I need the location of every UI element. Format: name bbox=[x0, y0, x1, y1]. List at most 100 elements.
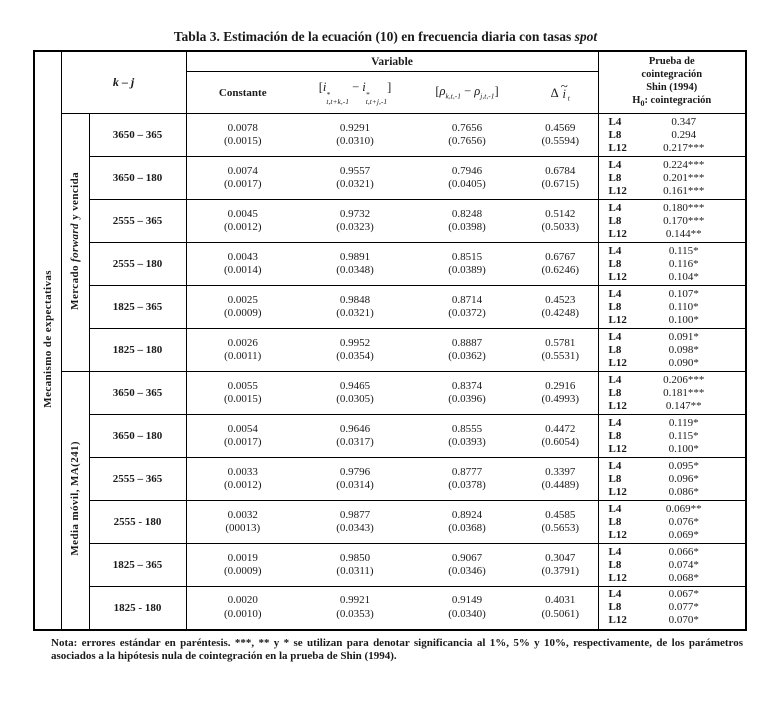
kj-cell: 3650 – 365 bbox=[88, 371, 187, 415]
shin-line: L4 0.107* bbox=[599, 288, 746, 301]
table-row: 1825 – 365 0.0025 (0.0009) 0.9848 (0.0321) 0.… bbox=[34, 285, 747, 329]
shin-statistic: 0.067* bbox=[668, 588, 699, 601]
shin-statistic: 0.347 bbox=[671, 115, 697, 128]
delta-i-value: 0.4472 (0.6054) bbox=[523, 414, 599, 458]
shin-line: L8 0.074* bbox=[599, 559, 746, 572]
constante-value: 0.0045 (0.0012) bbox=[185, 199, 299, 243]
i-diff-value: 0.9952 (0.0354) bbox=[299, 328, 411, 372]
kj-cell: 2555 – 365 bbox=[88, 199, 187, 243]
shin-line: L8 0.201*** bbox=[599, 172, 746, 185]
shin-statistic: 0.066* bbox=[668, 545, 699, 558]
shin-statistic: 0.107* bbox=[668, 287, 699, 300]
i-diff-value: 0.9557 (0.0321) bbox=[299, 156, 411, 200]
delta-i-header: Δ ~ i t bbox=[523, 71, 599, 114]
constante-value: 0.0043 (0.0014) bbox=[185, 242, 299, 286]
i-diff-header: [i * t,t+k,-1 − i * t,t+j,-1] bbox=[299, 71, 411, 114]
shin-statistic: 0.147** bbox=[665, 399, 702, 412]
rho-diff-value: 0.7656 (0.7656) bbox=[411, 113, 523, 157]
shin-lag-label: L12 bbox=[608, 313, 627, 326]
shin-statistic: 0.069* bbox=[668, 528, 699, 541]
shin-test-cell: L4 0.067* L8 0.077* L12 0.070* bbox=[597, 586, 747, 630]
shin-lag-label: L8 bbox=[608, 171, 622, 184]
shin-lag-label: L4 bbox=[608, 416, 622, 429]
shin-lag-label: L4 bbox=[608, 244, 622, 257]
shin-statistic: 0.170*** bbox=[663, 214, 705, 227]
shin-line: L4 0.115* bbox=[599, 245, 746, 258]
kj-header: k – j bbox=[60, 50, 187, 114]
shin-statistic: 0.069** bbox=[665, 502, 702, 515]
constante-value: 0.0055 (0.0015) bbox=[185, 371, 299, 415]
shin-line: L4 0.091* bbox=[599, 331, 746, 344]
shin-lag-label: L8 bbox=[608, 343, 622, 356]
shin-lag-label: L12 bbox=[608, 227, 627, 240]
rho-diff-value: 0.8555 (0.0393) bbox=[411, 414, 523, 458]
shin-line: L8 0.110* bbox=[599, 301, 746, 314]
shin-line: L4 0.095* bbox=[599, 460, 746, 473]
shin-statistic: 0.068* bbox=[668, 571, 699, 584]
shin-lag-label: L12 bbox=[608, 571, 627, 584]
shin-statistic: 0.294 bbox=[671, 128, 697, 141]
kj-cell: 3650 – 365 bbox=[88, 113, 187, 157]
shin-statistic: 0.119* bbox=[668, 416, 699, 429]
shin-lag-label: L8 bbox=[608, 558, 622, 571]
shin-lag-label: L8 bbox=[608, 429, 622, 442]
shin-statistic: 0.217*** bbox=[663, 141, 705, 154]
shin-statistic: 0.104* bbox=[668, 270, 699, 283]
constante-header: Constante bbox=[185, 71, 299, 114]
shin-test-cell: L4 0.069** L8 0.076* L12 0.069* bbox=[597, 500, 747, 544]
rho-diff-value: 0.8777 (0.0378) bbox=[411, 457, 523, 501]
delta-i-value: 0.4569 (0.5594) bbox=[523, 113, 599, 157]
shin-test-cell: L4 0.206*** L8 0.181*** L12 0.147** bbox=[597, 371, 747, 415]
shin-line: L12 0.100* bbox=[599, 443, 746, 456]
shin-line: L8 0.076* bbox=[599, 516, 746, 529]
shin-lag-label: L4 bbox=[608, 502, 622, 515]
table-row: Mercado forward y vencida 3650 – 365 0.007… bbox=[34, 113, 747, 372]
shin-statistic: 0.086* bbox=[668, 485, 699, 498]
shin-lag-label: L8 bbox=[608, 214, 622, 227]
i-diff-value: 0.9848 (0.0321) bbox=[299, 285, 411, 329]
shin-statistic: 0.095* bbox=[668, 459, 699, 472]
shin-lag-label: L4 bbox=[608, 287, 622, 300]
table-row: 2555 – 365 0.0033 (0.0012) 0.9796 (0.0314) 0.… bbox=[34, 457, 747, 501]
shin-statistic: 0.201*** bbox=[663, 171, 705, 184]
shin-line: L8 0.096* bbox=[599, 473, 746, 486]
shin-lag-label: L4 bbox=[608, 588, 622, 601]
shin-lag-label: L4 bbox=[608, 459, 622, 472]
shin-lag-label: L12 bbox=[608, 399, 627, 412]
delta-i-value: 0.4523 (0.4248) bbox=[523, 285, 599, 329]
shin-statistic: 0.100* bbox=[668, 442, 699, 455]
shin-test-cell: L4 0.107* L8 0.110* L12 0.100* bbox=[597, 285, 747, 329]
group-label: Media móvil, MA(241) bbox=[69, 441, 81, 557]
shin-lag-label: L4 bbox=[608, 201, 622, 214]
constante-value: 0.0074 (0.0017) bbox=[185, 156, 299, 200]
i-diff-value: 0.9891 (0.0348) bbox=[299, 242, 411, 286]
shin-statistic: 0.115* bbox=[668, 244, 699, 257]
shin-lag-label: L12 bbox=[608, 356, 627, 369]
shin-test-cell: L4 0.347 L8 0.294 L12 0.217*** bbox=[597, 113, 747, 157]
shin-lag-label: L8 bbox=[608, 128, 622, 141]
kj-cell: 2555 – 180 bbox=[88, 242, 187, 286]
shin-test-cell: L4 0.224*** L8 0.201*** L12 0.161*** bbox=[597, 156, 747, 200]
shin-line: L12 0.104* bbox=[599, 271, 746, 284]
table-row: 2555 – 180 0.0043 (0.0014) 0.9891 (0.0348) 0.… bbox=[34, 242, 747, 286]
delta-i-value: 0.5142 (0.5033) bbox=[523, 199, 599, 243]
kj-cell: 3650 – 180 bbox=[88, 414, 187, 458]
shin-test-cell: L4 0.066* L8 0.074* L12 0.068* bbox=[597, 543, 747, 587]
shin-lag-label: L8 bbox=[608, 257, 622, 270]
shin-statistic: 0.090* bbox=[668, 356, 699, 369]
shin-lag-label: L12 bbox=[608, 270, 627, 283]
variable-header: Variable bbox=[185, 50, 599, 72]
mechanism-label-cell: Mecanismo de expectativas bbox=[33, 50, 62, 630]
shin-statistic: 0.224*** bbox=[663, 158, 705, 171]
shin-statistic: 0.115* bbox=[668, 429, 699, 442]
delta-i-value: 0.3397 (0.4489) bbox=[523, 457, 599, 501]
i-diff-value: 0.9850 (0.0311) bbox=[299, 543, 411, 587]
constante-value: 0.0019 (0.0009) bbox=[185, 543, 299, 587]
shin-lag-label: L4 bbox=[608, 330, 622, 343]
shin-line: L12 0.217*** bbox=[599, 142, 746, 155]
shin-line: L8 0.170*** bbox=[599, 215, 746, 228]
i-diff-value: 0.9921 (0.0353) bbox=[299, 586, 411, 630]
rho-diff-value: 0.9067 (0.0346) bbox=[411, 543, 523, 587]
group-label-cell: Mercado forward y vencida bbox=[60, 113, 90, 372]
shin-statistic: 0.181*** bbox=[663, 386, 705, 399]
